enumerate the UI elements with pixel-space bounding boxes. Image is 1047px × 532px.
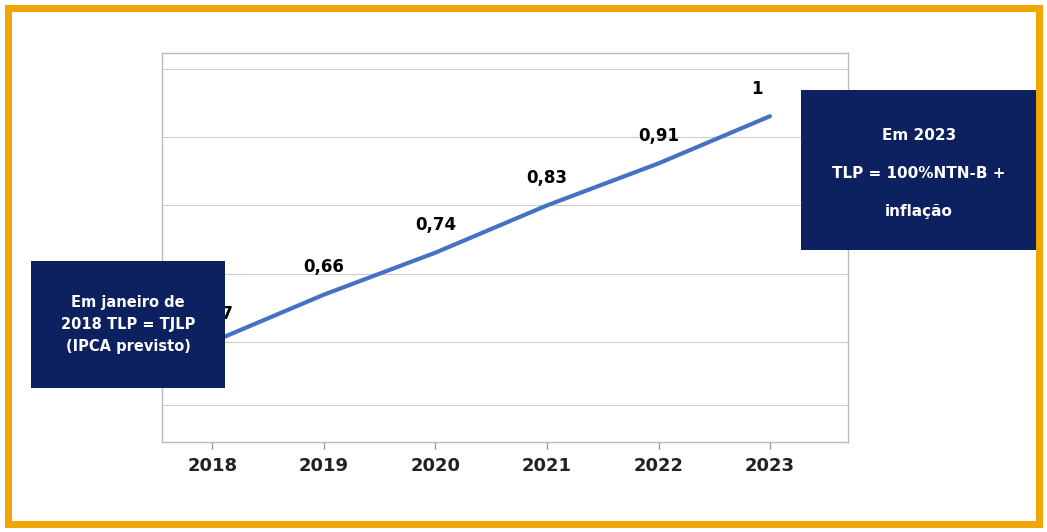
Text: 1: 1 (751, 80, 762, 98)
FancyBboxPatch shape (31, 261, 225, 388)
Text: 0,66: 0,66 (304, 258, 344, 276)
Text: 0,57: 0,57 (192, 305, 233, 323)
Text: 0,74: 0,74 (415, 217, 456, 234)
Text: TLP = 100%NTN-B +: TLP = 100%NTN-B + (832, 166, 1005, 181)
Text: Em janeiro de
2018 TLP = TJLP
(IPCA previsto): Em janeiro de 2018 TLP = TJLP (IPCA prev… (61, 295, 196, 354)
Text: 0,91: 0,91 (638, 127, 680, 145)
Text: 0,83: 0,83 (527, 169, 567, 187)
Text: Em 2023: Em 2023 (882, 128, 956, 143)
Text: inflação: inflação (885, 204, 953, 219)
FancyBboxPatch shape (801, 90, 1037, 250)
